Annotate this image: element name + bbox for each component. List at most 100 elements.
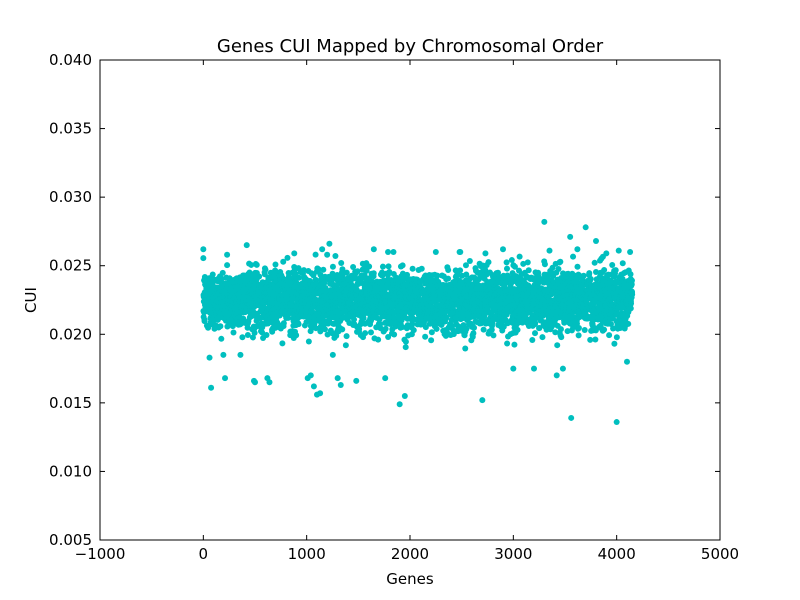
y-tick-label: 0.025: [49, 257, 92, 275]
data-point: [334, 375, 341, 382]
x-tick-label: 1000: [288, 545, 326, 563]
data-point: [601, 326, 608, 333]
data-point: [239, 334, 246, 341]
data-point: [586, 270, 593, 277]
data-point: [284, 254, 291, 261]
data-point: [329, 263, 336, 270]
data-point: [500, 246, 506, 253]
data-point: [613, 419, 620, 426]
data-point: [606, 332, 613, 339]
data-point: [575, 324, 582, 331]
data-point: [230, 329, 237, 336]
data-point: [321, 326, 328, 333]
data-points: [200, 218, 636, 426]
data-point: [224, 251, 231, 258]
data-point: [337, 382, 344, 389]
data-point: [628, 300, 635, 307]
data-point: [237, 351, 244, 358]
data-point: [319, 246, 326, 253]
data-point: [320, 266, 327, 273]
y-tick-label: 0.020: [49, 325, 92, 343]
data-point: [559, 365, 566, 372]
data-point: [329, 351, 336, 358]
data-point: [490, 332, 497, 339]
data-point: [224, 262, 231, 269]
data-point: [356, 326, 363, 333]
data-point: [422, 333, 429, 340]
data-point: [612, 267, 619, 274]
data-point: [557, 326, 564, 333]
data-point: [558, 334, 565, 341]
data-point: [457, 267, 464, 274]
y-tick-label: 0.040: [49, 51, 92, 69]
data-point: [343, 269, 350, 276]
data-point: [354, 268, 361, 275]
data-point: [482, 250, 489, 257]
data-point: [554, 342, 561, 349]
y-tick-label: 0.035: [49, 120, 92, 138]
data-point: [574, 263, 581, 270]
data-point: [262, 266, 269, 273]
data-point: [219, 269, 226, 276]
data-point: [503, 259, 510, 266]
data-point: [217, 323, 224, 330]
data-point: [295, 321, 302, 328]
data-point: [280, 320, 287, 327]
data-point: [315, 266, 322, 273]
y-tick-label: 0.010: [49, 462, 92, 480]
data-point: [200, 255, 207, 262]
x-tick-label: 4000: [598, 545, 636, 563]
data-point: [516, 253, 523, 260]
data-point: [480, 326, 487, 333]
data-point: [385, 263, 392, 270]
y-axis-label: CUI: [22, 287, 40, 313]
data-point: [339, 266, 346, 273]
data-point: [272, 261, 279, 268]
data-point: [279, 340, 286, 347]
data-point: [353, 377, 360, 384]
data-point: [504, 265, 510, 272]
data-point: [531, 365, 537, 372]
data-point: [317, 390, 324, 397]
data-point: [624, 358, 630, 365]
data-point: [445, 267, 452, 274]
data-point: [418, 265, 425, 272]
data-point: [243, 242, 250, 249]
data-point: [310, 383, 317, 390]
data-point: [508, 257, 515, 264]
data-point: [570, 253, 577, 260]
data-point: [256, 273, 263, 280]
data-point: [391, 331, 398, 338]
data-point: [609, 261, 616, 268]
data-point: [593, 238, 599, 245]
data-point: [382, 375, 389, 382]
data-point: [532, 330, 539, 337]
data-point: [399, 262, 406, 269]
data-point: [343, 333, 350, 340]
data-point: [611, 340, 618, 347]
data-point: [445, 275, 452, 282]
data-point: [581, 327, 588, 334]
data-point: [300, 267, 307, 274]
data-point: [390, 249, 397, 255]
data-point: [326, 240, 333, 247]
data-point: [291, 250, 298, 257]
data-point: [402, 344, 409, 351]
data-point: [471, 324, 478, 331]
x-tick-label: 2000: [391, 545, 429, 563]
data-point: [402, 338, 409, 345]
data-point: [375, 336, 382, 343]
data-point: [362, 330, 369, 337]
data-point: [555, 266, 562, 273]
data-point: [591, 259, 598, 266]
data-point: [619, 260, 626, 267]
data-point: [305, 338, 312, 345]
data-point: [433, 325, 440, 332]
data-point: [575, 332, 582, 339]
data-point: [263, 331, 270, 338]
data-point: [248, 261, 255, 268]
y-tick-label: 0.015: [49, 394, 92, 412]
data-point: [525, 267, 532, 274]
data-point: [410, 327, 417, 334]
